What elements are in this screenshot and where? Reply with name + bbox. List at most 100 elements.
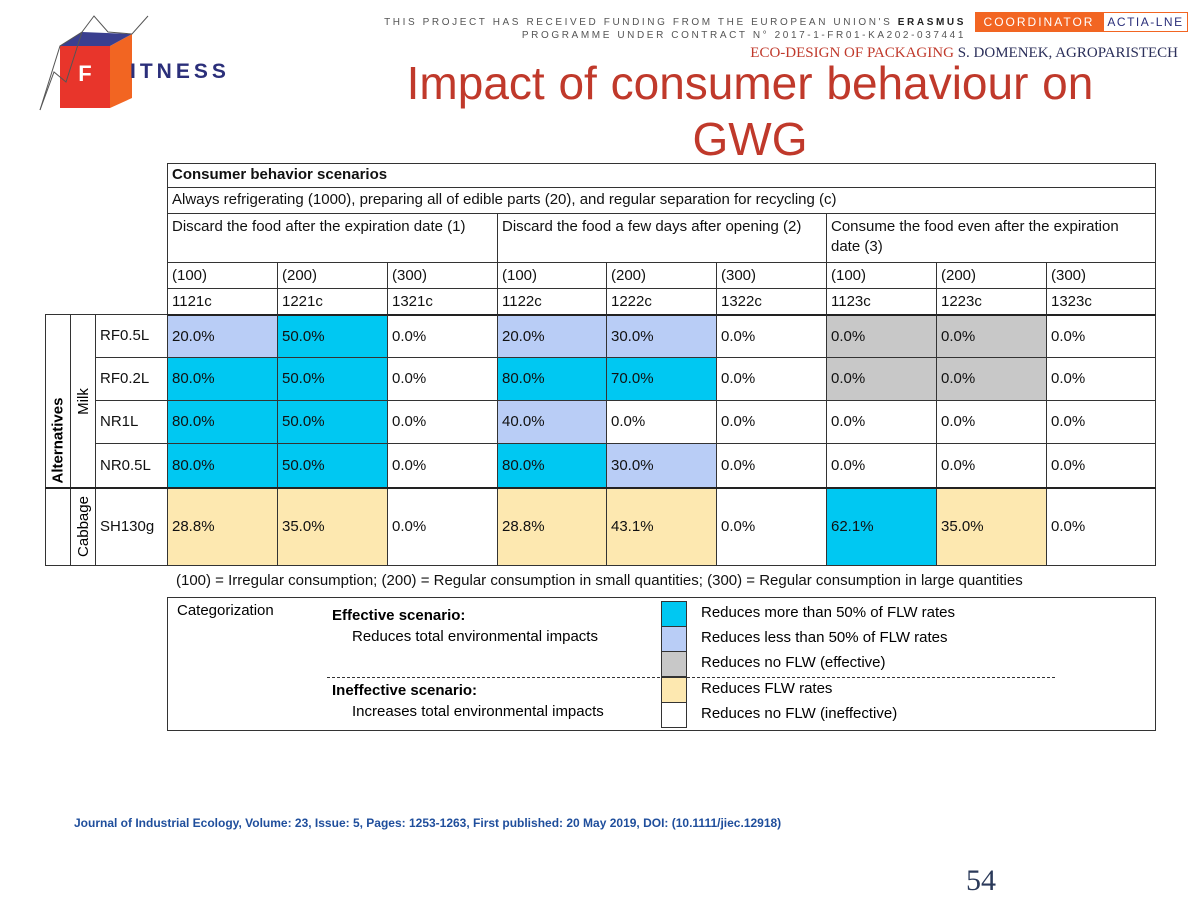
legend-swatch: [661, 626, 687, 652]
data-cell: 0.0%: [936, 400, 1047, 444]
row-label: RF0.2L: [95, 357, 168, 401]
axis-label-text: Alternatives: [49, 397, 67, 483]
row-label: NR1L: [95, 400, 168, 444]
group-header: Consume the food even after the expirati…: [826, 213, 1156, 263]
data-cell: 0.0%: [387, 487, 498, 566]
funding-line: THIS PROJECT HAS RECEIVED FUNDING FROM T…: [380, 17, 966, 28]
data-cell: 80.0%: [167, 400, 278, 444]
data-cell: 40.0%: [497, 400, 607, 444]
funding-line: PROGRAMME UNDER CONTRACT N° 2017-1-FR01-…: [521, 30, 966, 41]
legend-box: [167, 597, 1156, 731]
row-label: NR0.5L: [95, 443, 168, 488]
data-cell: 80.0%: [497, 443, 607, 488]
code-header: 1223c: [936, 288, 1047, 315]
ineffective-name: Ineffective scenario:: [332, 682, 478, 699]
data-cell: 43.1%: [606, 487, 717, 566]
section-label: Milk: [70, 314, 96, 488]
legend-label: Reduces less than 50% of FLW rates: [701, 629, 948, 646]
data-cell: 80.0%: [497, 357, 607, 401]
data-cell: 20.0%: [167, 314, 278, 358]
legend-label: Reduces no FLW (effective): [701, 654, 886, 671]
consumption-header: (200): [936, 262, 1047, 289]
data-cell: 80.0%: [167, 357, 278, 401]
consumption-header: (200): [606, 262, 717, 289]
axis-label: Alternatives: [45, 314, 71, 566]
row-label: SH130g: [95, 487, 168, 566]
page-number: 54: [966, 864, 996, 897]
legend-label: Reduces FLW rates: [701, 680, 833, 697]
legend-swatch: [661, 651, 687, 677]
data-cell: 0.0%: [936, 357, 1047, 401]
data-cell: 0.0%: [826, 314, 937, 358]
data-cell: 30.0%: [606, 314, 717, 358]
data-cell: 0.0%: [387, 400, 498, 444]
citation: Journal of Industrial Ecology, Volume: 2…: [74, 816, 782, 830]
author: S. DOMENEK, AGROPARISTECH: [957, 45, 1178, 61]
section-divider: [45, 487, 1156, 489]
data-cell: 50.0%: [277, 314, 388, 358]
section-label: Cabbage: [70, 487, 96, 566]
coordinator: ACTIA-LNE: [1103, 12, 1188, 32]
legend-label: Reduces more than 50% of FLW rates: [701, 604, 956, 621]
code-header: 1122c: [497, 288, 607, 315]
group-header: Discard the food after the expiration da…: [167, 213, 498, 263]
code-header: 1121c: [167, 288, 278, 315]
data-cell: 0.0%: [936, 314, 1047, 358]
data-cell: 0.0%: [1046, 314, 1156, 358]
data-cell: 28.8%: [167, 487, 278, 566]
baseline: Always refrigerating (1000), preparing a…: [167, 187, 1156, 214]
consumption-header: (300): [716, 262, 827, 289]
code-header: 1322c: [716, 288, 827, 315]
logo-text: ITNESS: [130, 60, 230, 83]
data-cell: 62.1%: [826, 487, 937, 566]
data-cell: 0.0%: [387, 357, 498, 401]
code-header: 1321c: [387, 288, 498, 315]
data-cell: 0.0%: [716, 443, 827, 488]
code-header: 1123c: [826, 288, 937, 315]
row-label: RF0.5L: [95, 314, 168, 358]
legend-swatch: [661, 702, 687, 728]
consumption-header: (100): [167, 262, 278, 289]
data-cell: 0.0%: [1046, 400, 1156, 444]
data-cell: 0.0%: [387, 443, 498, 488]
data-cell: 0.0%: [716, 400, 827, 444]
data-cell: 50.0%: [277, 400, 388, 444]
data-cell: 20.0%: [497, 314, 607, 358]
data-cell: 0.0%: [1046, 487, 1156, 566]
logo-initial: F: [78, 61, 92, 86]
slide-title: Impact of consumer behaviour on GWG: [406, 57, 1094, 165]
data-cell: 0.0%: [606, 400, 717, 444]
data-cell: 35.0%: [277, 487, 388, 566]
consumption-header: (100): [826, 262, 937, 289]
code-header: 1323c: [1046, 288, 1156, 315]
legend-label: Reduces no FLW (ineffective): [701, 705, 898, 722]
code-header: 1222c: [606, 288, 717, 315]
data-cell: 0.0%: [716, 314, 827, 358]
consumption-header: (300): [387, 262, 498, 289]
funding-text: THIS PROJECT HAS RECEIVED FUNDING FROM T…: [384, 17, 893, 28]
data-cell: 30.0%: [606, 443, 717, 488]
legend-swatch: [661, 677, 687, 703]
section-label-text: Cabbage: [74, 496, 92, 557]
section-label-text: Milk: [74, 387, 92, 415]
legend-title: Categorization: [177, 602, 274, 619]
data-cell: 0.0%: [1046, 357, 1156, 401]
data-cell: 50.0%: [277, 443, 388, 488]
data-cell: 0.0%: [387, 314, 498, 358]
legend-swatch: [661, 601, 687, 627]
data-cell: 0.0%: [716, 487, 827, 566]
data-cell: 0.0%: [826, 443, 937, 488]
data-cell: 0.0%: [716, 357, 827, 401]
data-cell: 80.0%: [167, 443, 278, 488]
code-header: 1221c: [277, 288, 388, 315]
coordinator-label: COORDINATOR: [975, 12, 1103, 32]
ineffective-desc: Increases total environmental impacts: [352, 703, 604, 720]
data-cell: 0.0%: [936, 443, 1047, 488]
course-line: ECO-DESIGN OF PACKAGING S. DOMENEK, AGRO…: [700, 45, 1178, 62]
logo-graphic: [39, 15, 149, 111]
data-cell: 35.0%: [936, 487, 1047, 566]
consumption-header: (100): [497, 262, 607, 289]
effective-desc: Reduces total environmental impacts: [352, 628, 598, 645]
data-cell: 28.8%: [497, 487, 607, 566]
